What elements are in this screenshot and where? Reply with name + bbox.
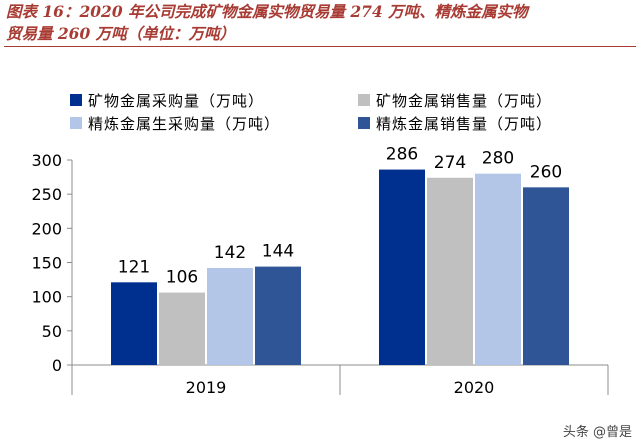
bar-2019-series-1 [111, 282, 157, 365]
figure-title-line2: 贸易量 260 万吨（单位：万吨） [6, 24, 236, 43]
legend-label-3: 精炼金属生采购量（万吨） [88, 115, 280, 133]
y-tick-label: 0 [52, 356, 62, 375]
y-tick-label: 50 [42, 322, 62, 341]
bar-2019-series-2 [159, 292, 205, 365]
data-label: 121 [118, 257, 150, 277]
legend-label-1: 矿物金属采购量（万吨） [88, 92, 264, 110]
legend-swatch-4 [358, 117, 370, 129]
x-tick-label: 2019 [186, 378, 227, 397]
legend-swatch-2 [358, 94, 370, 106]
data-label: 274 [434, 153, 466, 173]
figure-title-line1: 图表 16：2020 年公司完成矿物金属实物贸易量 274 万吨、精炼金属实物 [6, 2, 528, 21]
data-label: 106 [166, 268, 198, 288]
figure-title: 图表 16：2020 年公司完成矿物金属实物贸易量 274 万吨、精炼金属实物 … [6, 1, 636, 45]
y-tick-label: 100 [31, 288, 62, 307]
data-label: 260 [530, 162, 562, 182]
watermark: 头条 @曾是 [562, 425, 632, 440]
x-tick-label: 2020 [454, 378, 495, 397]
data-label: 280 [482, 149, 514, 169]
legend-label-2: 矿物金属销售量（万吨） [376, 92, 552, 110]
bar-2020-series-3 [475, 173, 521, 365]
legend-swatch-1 [70, 94, 82, 106]
legend-swatch-3 [70, 117, 82, 129]
y-tick-label: 200 [31, 219, 62, 238]
bar-2020-series-4 [523, 187, 569, 365]
bar-2019-series-4 [255, 266, 301, 365]
data-label: 286 [386, 145, 418, 165]
bar-2019-series-3 [207, 267, 253, 365]
y-tick-label: 300 [31, 151, 62, 170]
legend-label-4: 精炼金属销售量（万吨） [376, 115, 552, 133]
title-divider [4, 46, 636, 47]
data-label: 142 [214, 243, 246, 263]
bar-2020-series-2 [427, 177, 473, 365]
y-tick-label: 150 [31, 254, 62, 273]
data-label: 144 [262, 242, 294, 262]
bar-2020-series-1 [379, 169, 425, 365]
y-tick-label: 250 [31, 185, 62, 204]
